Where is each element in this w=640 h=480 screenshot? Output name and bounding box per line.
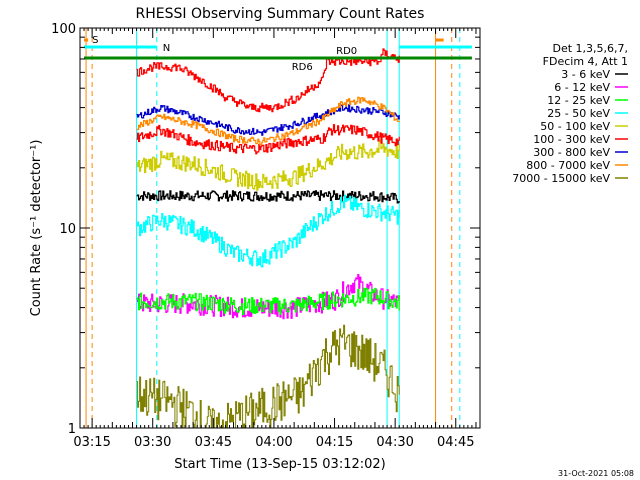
x-axis-label: Start Time (13-Sep-15 03:12:02) xyxy=(174,457,385,472)
legend-entry: 6 - 12 keV xyxy=(554,81,610,94)
series-line-7000-15000-kev xyxy=(136,324,400,429)
y-tick-label: 10 xyxy=(59,222,76,237)
series-line-300-800-kev xyxy=(136,104,400,136)
rd-label: RD6 xyxy=(292,62,313,73)
legend-entry: 50 - 100 keV xyxy=(540,120,610,133)
series-line-overlay xyxy=(136,48,400,113)
rd-label: RD0 xyxy=(336,46,357,57)
series-line-100-300-kev xyxy=(136,124,400,155)
x-tick-label: 03:15 xyxy=(73,435,110,450)
y-axis-label: Count Rate (s⁻¹ detector⁻¹) xyxy=(29,140,44,317)
legend-entry: 12 - 25 keV xyxy=(547,94,610,107)
series-line-6-12-kev xyxy=(136,274,400,320)
x-tick-label: 04:00 xyxy=(255,435,292,450)
x-tick-label: 03:30 xyxy=(134,435,171,450)
legend: Det 1,3,5,6,7,FDecim 4, Att 13 - 6 keV6 … xyxy=(512,42,628,185)
cyan-state-label: N xyxy=(163,43,170,54)
plot-area: RD6 RD0 N S 1 10 100 03:15 03:30 03:45 04:00 04:15 0… xyxy=(51,22,481,450)
orange-state-label: S xyxy=(92,35,98,46)
x-tick-label: 03:45 xyxy=(195,435,232,450)
series-line-12-25-kev xyxy=(136,287,400,316)
series-line-50-100-kev xyxy=(136,140,400,191)
legend-entry: 3 - 6 keV xyxy=(561,68,610,81)
legend-entry: 300 - 800 keV xyxy=(533,146,610,159)
y-tick-label: 1 xyxy=(68,422,76,437)
legend-entry: 100 - 300 keV xyxy=(533,133,610,146)
x-tick-label: 04:15 xyxy=(316,435,353,450)
chart-title: RHESSI Observing Summary Count Rates xyxy=(136,6,425,22)
legend-header: Det 1,3,5,6,7, xyxy=(552,42,628,55)
legend-entry: 800 - 7000 keV xyxy=(526,159,610,172)
legend-entry: 25 - 50 keV xyxy=(547,107,610,120)
series-line-3-6-kev xyxy=(136,190,400,204)
legend-header: FDecim 4, Att 1 xyxy=(543,55,628,68)
x-tick-label: 04:45 xyxy=(437,435,474,450)
series-line-25-50-kev xyxy=(136,194,400,268)
y-tick-label: 100 xyxy=(51,22,76,37)
legend-entry: 7000 - 15000 keV xyxy=(512,172,610,185)
date-stamp: 31-Oct-2021 05:08 xyxy=(558,469,634,478)
series-line-800-7000-kev xyxy=(136,96,400,146)
x-tick-label: 04:30 xyxy=(376,435,413,450)
